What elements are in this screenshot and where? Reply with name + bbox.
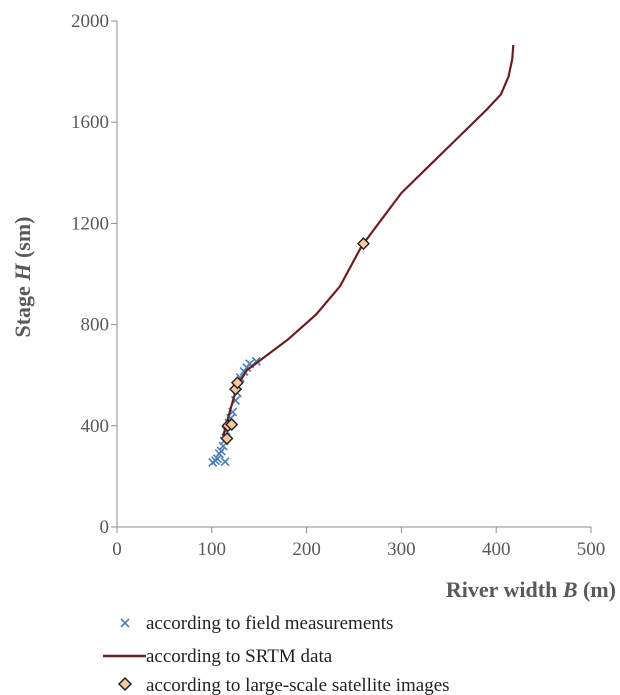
data-point-satellite: [230, 376, 244, 390]
legend-x-marker-icon: [120, 618, 130, 628]
legend-label-srtm: according to SRTM data: [146, 646, 333, 667]
x-tick-labels: 0 100 200 300 400 500: [112, 539, 605, 560]
data-point-satellite: [356, 237, 370, 251]
legend-item-srtm: according to SRTM data: [103, 646, 333, 667]
y-tick-label: 0: [100, 517, 110, 538]
x-tick-label: 400: [482, 539, 511, 560]
legend-label-field: according to field measurements: [146, 613, 393, 634]
tick-marks: [111, 20, 592, 533]
legend-label-satellite: according to large-scale satellite image…: [146, 675, 450, 695]
x-axis-title-unit: (m): [578, 577, 616, 602]
x-tick-label: 0: [112, 539, 122, 560]
x-axis-title-var: B: [562, 577, 578, 602]
x-tick-label: 500: [577, 539, 606, 560]
x-axis-title: River width B (m): [446, 577, 616, 602]
x-axis-title-prefix: River width: [446, 577, 563, 602]
series-line-srtm: [222, 44, 515, 437]
legend-item-satellite: according to large-scale satellite image…: [117, 675, 450, 695]
legend: according to field measurements accordin…: [103, 613, 450, 695]
data-point-field: [212, 454, 223, 464]
data-point-satellite: [225, 418, 239, 432]
y-axis-title-unit: (sm): [10, 217, 35, 264]
axes: [116, 21, 591, 528]
y-axis-title-var: H: [10, 263, 35, 282]
data-point-field: [220, 457, 230, 467]
legend-item-field: according to field measurements: [120, 613, 393, 634]
plot-area: [208, 44, 515, 468]
y-axis-title-prefix: Stage: [10, 281, 35, 338]
y-axis-title: Stage H (sm): [10, 217, 35, 338]
data-point-field: [216, 446, 226, 456]
legend-diamond-icon: [117, 676, 133, 692]
y-tick-label: 400: [81, 416, 110, 437]
y-tick-label: 1600: [71, 112, 109, 133]
legend-x-glyph: [120, 618, 130, 628]
data-point-satellite: [220, 431, 234, 445]
y-tick-label: 1200: [71, 213, 109, 234]
y-tick-label: 2000: [71, 11, 109, 32]
y-tick-label: 800: [81, 315, 110, 336]
x-tick-label: 100: [198, 539, 227, 560]
x-tick-label: 200: [292, 539, 321, 560]
x-tick-label: 300: [387, 539, 416, 560]
y-tick-labels: 0 400 800 1200 1600 2000: [71, 11, 109, 538]
